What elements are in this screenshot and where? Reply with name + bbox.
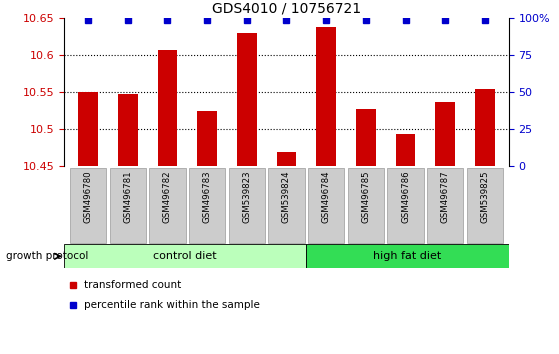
Bar xyxy=(149,168,186,243)
Bar xyxy=(475,89,495,166)
Bar xyxy=(110,168,146,243)
Bar xyxy=(427,168,463,243)
Text: percentile rank within the sample: percentile rank within the sample xyxy=(84,299,260,310)
Bar xyxy=(316,27,336,166)
Bar xyxy=(387,168,424,243)
Bar xyxy=(189,168,225,243)
Bar xyxy=(356,109,376,166)
Text: growth protocol: growth protocol xyxy=(6,251,88,261)
Bar xyxy=(435,102,455,166)
Bar xyxy=(467,168,503,243)
Text: GSM496781: GSM496781 xyxy=(124,170,132,223)
Bar xyxy=(348,168,384,243)
Bar xyxy=(277,152,296,166)
Text: transformed count: transformed count xyxy=(84,280,182,290)
Bar xyxy=(158,50,177,166)
Bar xyxy=(268,168,305,243)
Bar xyxy=(229,168,265,243)
Bar xyxy=(396,134,415,166)
Bar xyxy=(237,33,257,166)
Bar xyxy=(308,168,344,243)
Text: GSM539823: GSM539823 xyxy=(242,170,252,223)
Title: GDS4010 / 10756721: GDS4010 / 10756721 xyxy=(212,1,361,15)
Bar xyxy=(64,244,306,268)
Bar xyxy=(78,92,98,166)
Text: GSM496786: GSM496786 xyxy=(401,170,410,223)
Text: GSM496784: GSM496784 xyxy=(321,170,331,223)
Bar xyxy=(70,168,106,243)
Text: high fat diet: high fat diet xyxy=(373,251,442,261)
Bar xyxy=(306,244,509,268)
Text: GSM496780: GSM496780 xyxy=(84,170,93,223)
Text: control diet: control diet xyxy=(154,251,217,261)
Text: GSM496783: GSM496783 xyxy=(202,170,212,223)
Text: GSM539825: GSM539825 xyxy=(480,170,489,223)
Bar xyxy=(118,93,138,166)
Text: GSM539824: GSM539824 xyxy=(282,170,291,223)
Text: GSM496785: GSM496785 xyxy=(361,170,371,223)
Text: GSM496782: GSM496782 xyxy=(163,170,172,223)
Bar xyxy=(197,112,217,166)
Text: GSM496787: GSM496787 xyxy=(440,170,449,223)
